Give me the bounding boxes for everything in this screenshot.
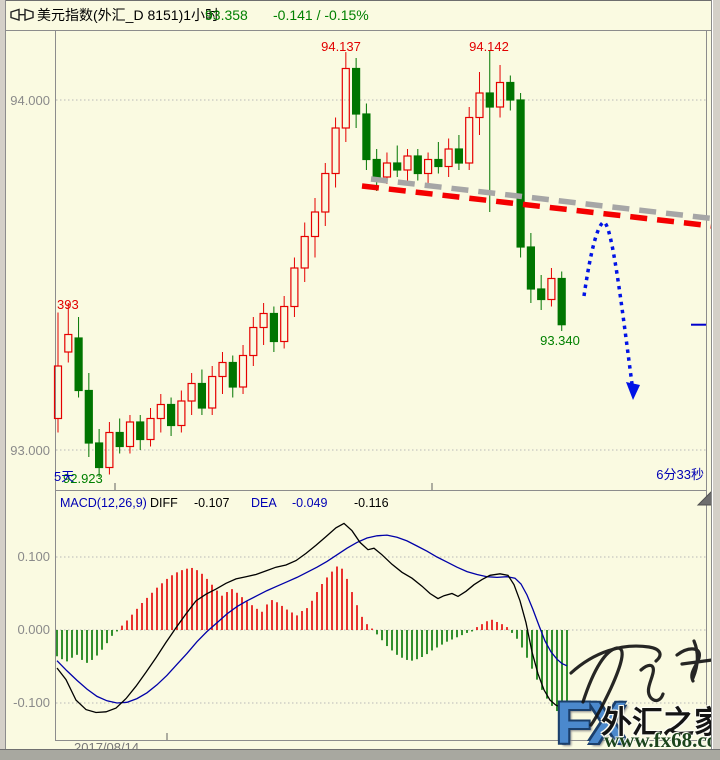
site-url: www.fx68.com (604, 728, 720, 752)
macd-dea-label: DEA (251, 496, 277, 510)
window-edge-right (713, 0, 720, 760)
window-edge-left (0, 0, 6, 760)
instrument-title: 美元指数(外汇_D 8151)1小时 (37, 7, 220, 23)
macd-axis-label-pos: 0.100 (17, 549, 50, 564)
price-change: -0.141 / -0.15% (273, 7, 369, 23)
last-price: 93.358 (205, 7, 248, 23)
period-tag[interactable]: 5天 (54, 469, 75, 484)
clipped-high-label: 393 (57, 297, 79, 312)
macd-diff-value: -0.107 (194, 496, 230, 510)
price-axis-label-93: 93.000 (10, 443, 50, 458)
macd-header-row: MACD(12,26,9) DIFF -0.107 DEA -0.049 -0.… (0, 496, 720, 512)
session-low-label: 92.923 (63, 471, 103, 486)
macd-diff-label: DIFF (150, 496, 178, 510)
macd-axis-label-neg: -0.100 (13, 695, 50, 710)
low-label: 93.340 (540, 333, 580, 348)
bar-countdown: 6分33秒 (656, 467, 704, 482)
window-edge-bottom-line (0, 749, 720, 750)
macd-dea-value: -0.049 (292, 496, 328, 510)
peak-label-1: 94.137 (321, 39, 361, 54)
window-edge-bottom (0, 750, 720, 760)
link-chart-icon (10, 8, 34, 21)
macd-bar-value: -0.116 (354, 496, 389, 510)
macd-axis-label-zero: 0.000 (17, 622, 50, 637)
window-edge-right-line (711, 0, 712, 760)
window-edge-right-highlight (712, 0, 713, 760)
peak-label-2: 94.142 (469, 39, 509, 54)
macd-indicator-label[interactable]: MACD(12,26,9) (60, 496, 147, 510)
price-axis-label-94: 94.000 (10, 93, 50, 108)
quote-header: 美元指数(外汇_D 8151)1小时 93.358 -0.141 / -0.15… (0, 0, 720, 30)
